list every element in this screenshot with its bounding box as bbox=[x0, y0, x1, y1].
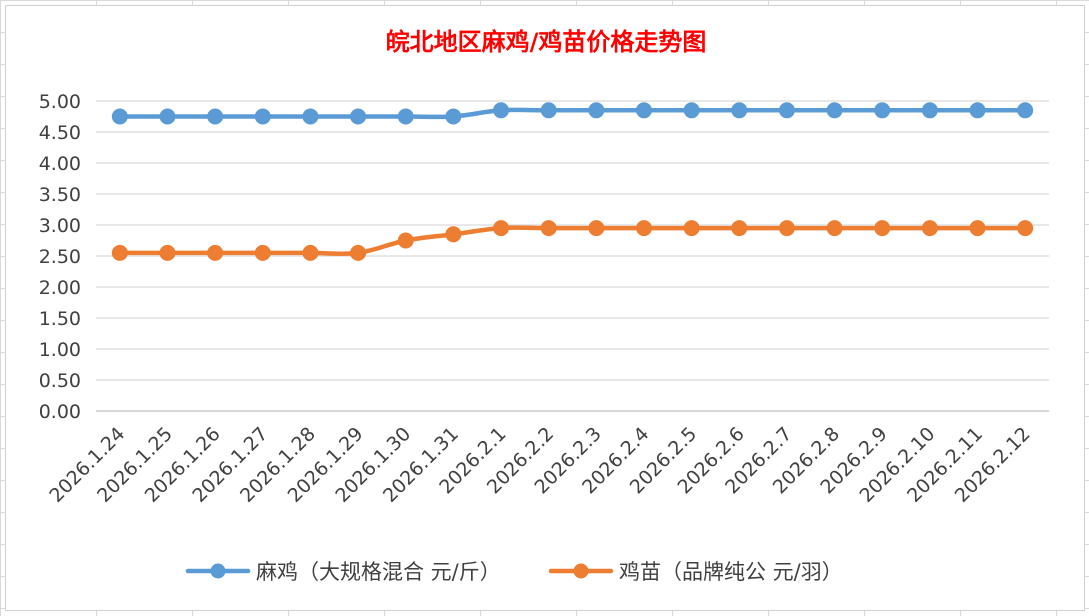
data-point-2-14 bbox=[731, 220, 748, 237]
data-point-2-9 bbox=[493, 220, 510, 237]
data-point-1-19 bbox=[969, 102, 986, 119]
data-point-2-4 bbox=[254, 244, 271, 261]
data-point-1-17 bbox=[874, 102, 891, 119]
y-tick-label: 0.00 bbox=[39, 401, 81, 423]
data-point-1-18 bbox=[921, 102, 938, 119]
data-point-1-4 bbox=[254, 108, 271, 125]
data-point-2-6 bbox=[350, 244, 367, 261]
series-lines bbox=[111, 102, 1034, 261]
data-point-1-2 bbox=[159, 108, 176, 125]
data-point-1-3 bbox=[207, 108, 224, 125]
data-point-2-5 bbox=[302, 244, 319, 261]
data-point-1-16 bbox=[826, 102, 843, 119]
data-point-2-1 bbox=[111, 244, 128, 261]
y-tick-label: 4.50 bbox=[39, 122, 81, 144]
data-point-2-19 bbox=[969, 220, 986, 237]
y-tick-label: 5.00 bbox=[39, 91, 81, 113]
chart-title: 皖北地区麻鸡/鸡苗价格走势图 bbox=[386, 28, 707, 56]
y-tick-label: 4.00 bbox=[39, 153, 81, 175]
data-point-2-2 bbox=[159, 244, 176, 261]
y-tick-label: 3.50 bbox=[39, 184, 81, 206]
data-point-1-10 bbox=[540, 102, 557, 119]
y-tick-label: 1.00 bbox=[39, 339, 81, 361]
data-point-1-9 bbox=[493, 102, 510, 119]
data-point-2-11 bbox=[588, 220, 605, 237]
legend[interactable]: 麻鸡（大规格混合 元/斤） 鸡苗（品牌纯公 元/羽） bbox=[185, 560, 843, 584]
line-chart: 皖北地区麻鸡/鸡苗价格走势图 0.00 0.50 1.00 1.50 2.00 2.50 3… bbox=[39, 28, 1049, 584]
legend-label: 鸡苗（品牌纯公 元/羽） bbox=[619, 560, 843, 584]
legend-label: 麻鸡（大规格混合 元/斤） bbox=[256, 560, 501, 584]
data-point-2-10 bbox=[540, 220, 557, 237]
data-point-1-5 bbox=[302, 108, 319, 125]
data-point-2-8 bbox=[445, 226, 462, 243]
data-point-2-17 bbox=[874, 220, 891, 237]
data-point-2-20 bbox=[1017, 220, 1034, 237]
data-point-2-16 bbox=[826, 220, 843, 237]
data-point-2-12 bbox=[635, 220, 652, 237]
data-point-1-13 bbox=[683, 102, 700, 119]
y-tick-label: 2.50 bbox=[39, 246, 81, 268]
chart-area[interactable]: 皖北地区麻鸡/鸡苗价格走势图 0.00 0.50 1.00 1.50 2.00 2.50 3… bbox=[5, 5, 1085, 611]
data-point-2-13 bbox=[683, 220, 700, 237]
data-point-1-8 bbox=[445, 108, 462, 125]
data-point-1-12 bbox=[635, 102, 652, 119]
data-point-1-6 bbox=[350, 108, 367, 125]
y-axis-ticks: 0.00 0.50 1.00 1.50 2.00 2.50 3.00 3.50 4.00 4.50… bbox=[39, 91, 81, 423]
data-point-2-7 bbox=[397, 232, 414, 249]
data-point-2-15 bbox=[778, 220, 795, 237]
y-tick-label: 3.00 bbox=[39, 215, 81, 237]
y-tick-label: 2.00 bbox=[39, 277, 81, 299]
y-tick-label: 0.50 bbox=[39, 370, 81, 392]
data-point-1-7 bbox=[397, 108, 414, 125]
y-tick-label: 1.50 bbox=[39, 308, 81, 330]
x-axis-ticks: 2026.1.242026.1.252026.1.262026.1.272026… bbox=[45, 423, 1034, 507]
gridlines bbox=[96, 100, 1049, 412]
legend-swatch-marker bbox=[573, 563, 589, 579]
data-point-1-1 bbox=[111, 108, 128, 125]
data-point-1-20 bbox=[1017, 102, 1034, 119]
data-point-1-11 bbox=[588, 102, 605, 119]
data-point-2-18 bbox=[921, 220, 938, 237]
data-point-1-15 bbox=[778, 102, 795, 119]
data-point-1-14 bbox=[731, 102, 748, 119]
legend-swatch-marker bbox=[210, 563, 226, 579]
data-point-2-3 bbox=[207, 244, 224, 261]
